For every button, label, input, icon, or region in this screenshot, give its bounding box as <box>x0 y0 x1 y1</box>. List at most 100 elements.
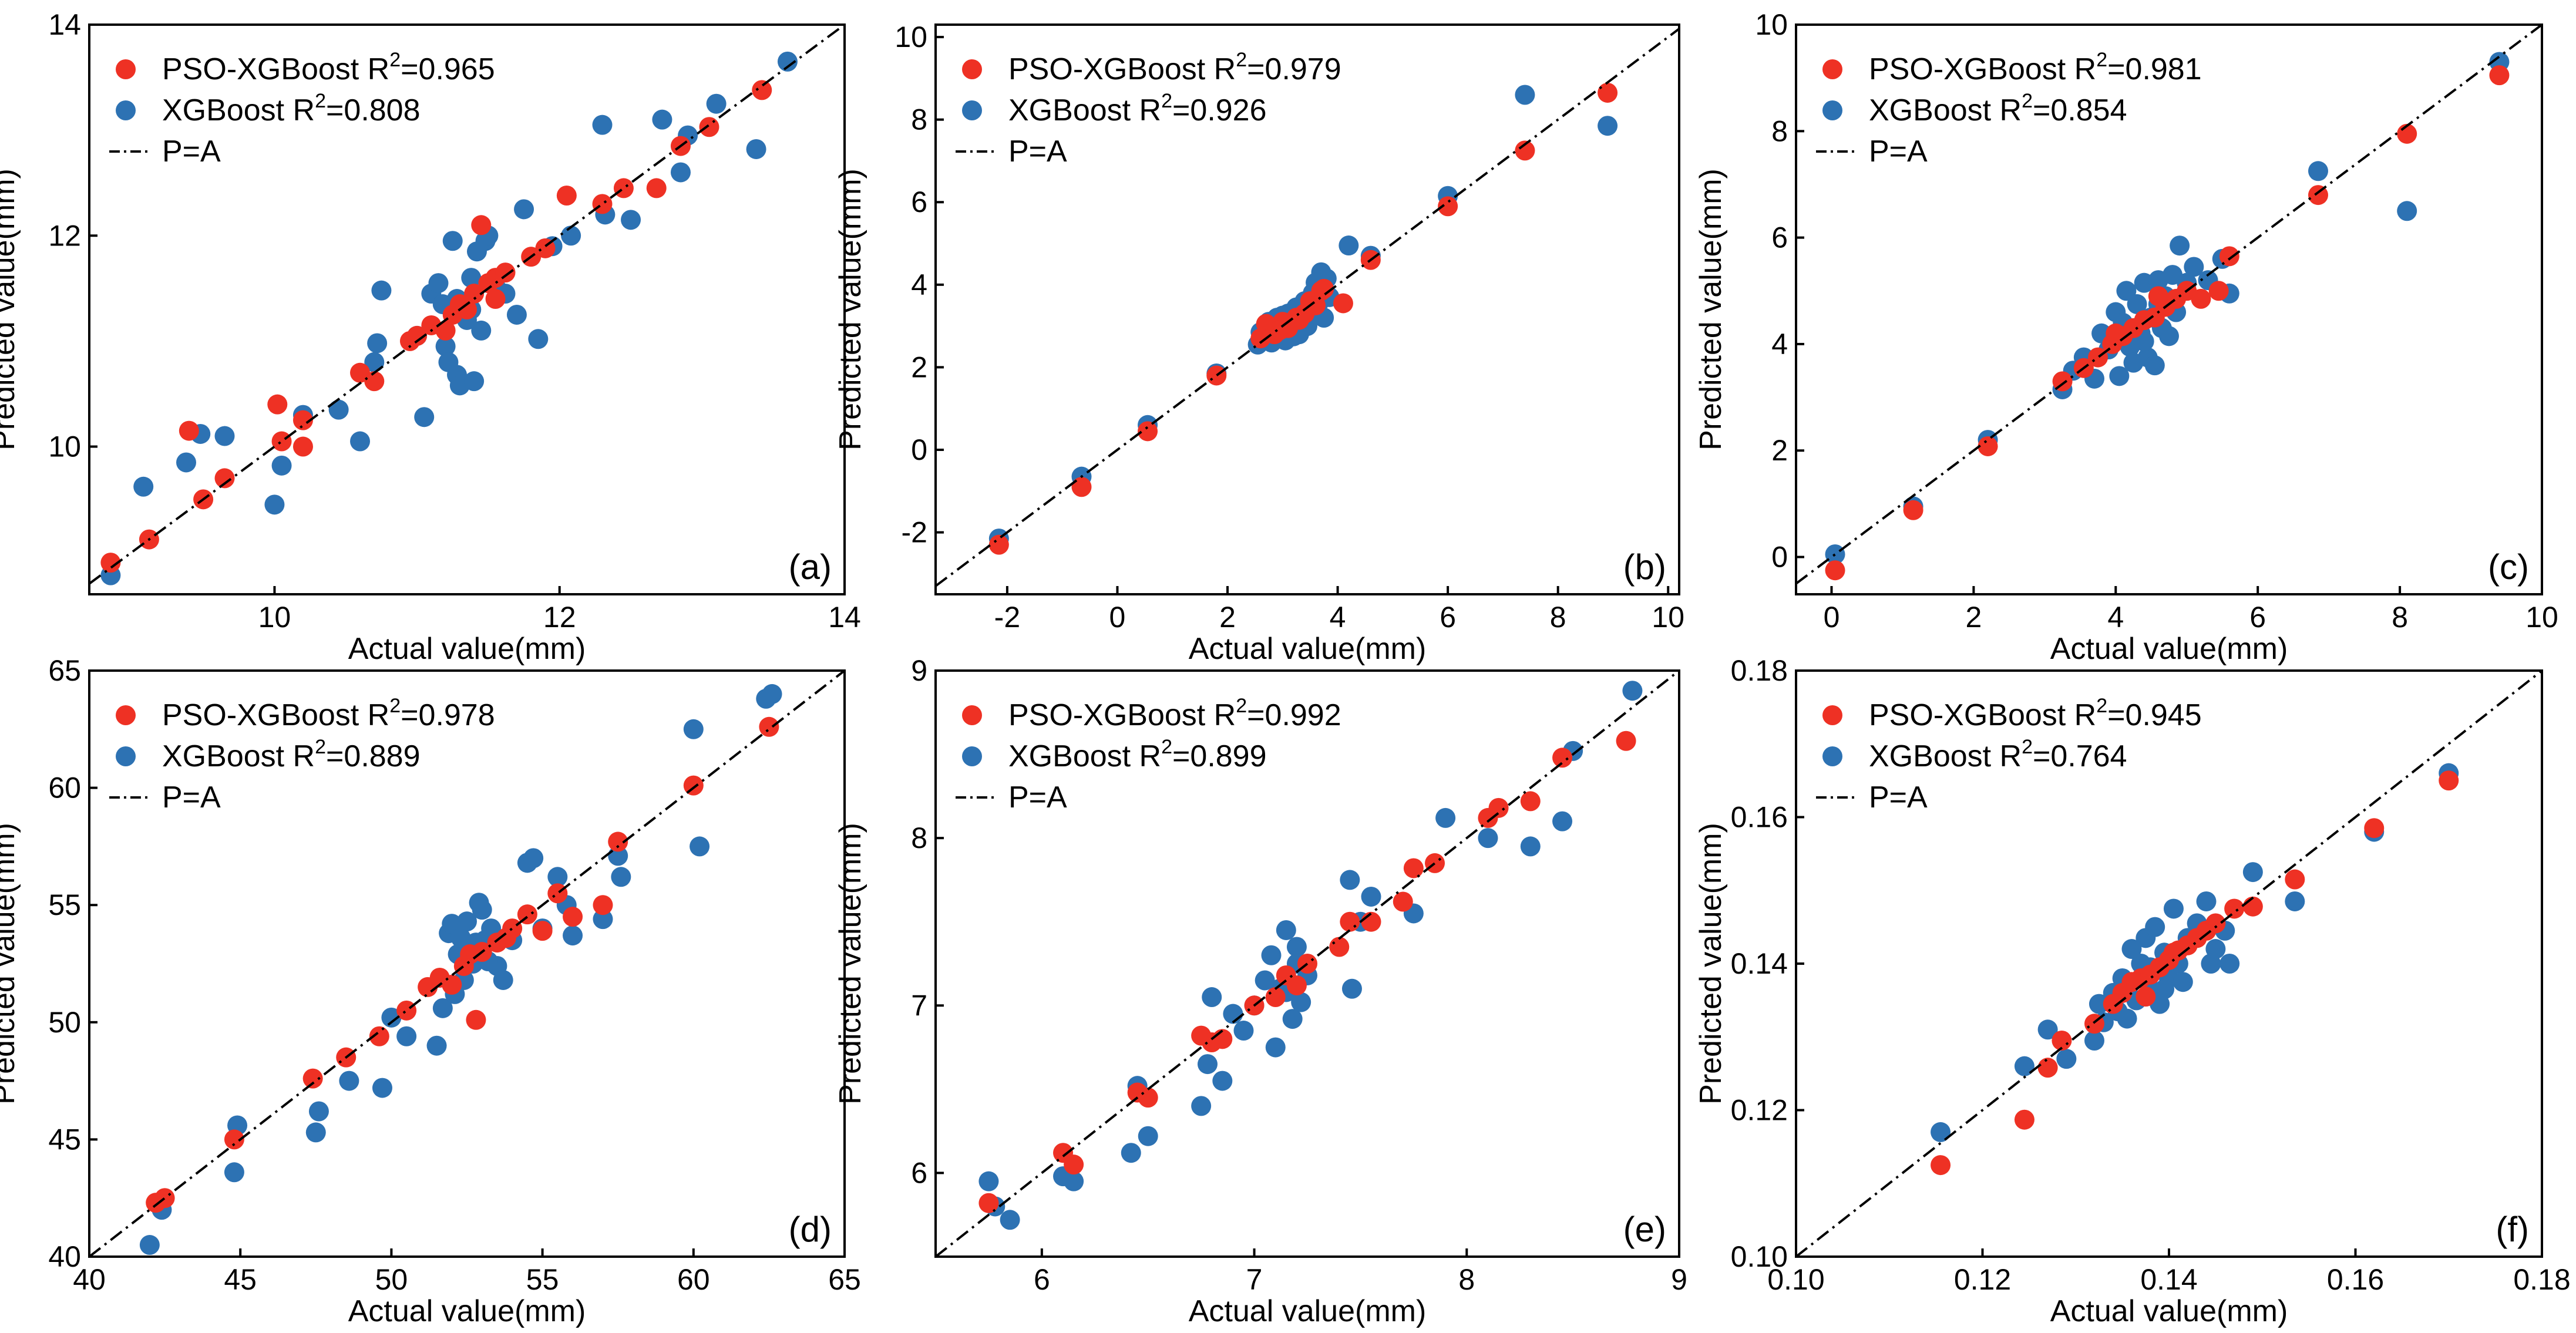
legend-line-label: P=A <box>1869 134 1928 169</box>
pso-xgboost-point <box>1286 975 1307 996</box>
x-tick-label: 6 <box>1034 1263 1050 1296</box>
xgboost-point <box>2084 1030 2104 1051</box>
pso-xgboost-point <box>563 907 583 927</box>
pso-xgboost-point <box>2205 913 2226 934</box>
chart-panel-6: 0.10 0.12 0.14 0.16 0.18 0.10 0.12 0.14 0.16 0.18… <box>1694 654 2571 1328</box>
plot-area <box>1796 25 2542 585</box>
xgboost-point <box>514 199 534 220</box>
y-tick-label: 60 <box>48 772 81 804</box>
pso-xgboost-point <box>442 974 462 995</box>
xgboost-point <box>264 494 285 515</box>
xgboost-point <box>2196 891 2217 911</box>
y-tick-label: 0.16 <box>1731 801 1788 834</box>
pso-xgboost-point <box>988 534 1009 555</box>
pso-xgboost-point <box>978 1193 999 1213</box>
legend-xgboost-marker <box>116 100 136 120</box>
pso-xgboost-point <box>1520 791 1541 812</box>
pso-xgboost-point <box>2148 286 2168 307</box>
pso-xgboost-point <box>592 194 613 214</box>
legend-line-label: P=A <box>1008 134 1067 169</box>
xgboost-point <box>2170 235 2190 256</box>
identity-line <box>89 25 845 585</box>
x-tick-label: 0.16 <box>2327 1263 2384 1296</box>
chart-panel-2: -2 0 2 4 6 8 10 -2 0 2 4 6 8 10 Actual value(mm) Predic… <box>833 21 1684 666</box>
pso-xgboost-point <box>608 832 628 852</box>
pso-xgboost-point <box>100 553 121 573</box>
pso-xgboost-point <box>267 394 288 415</box>
legend-line-label: P=A <box>162 780 221 814</box>
x-tick-label: 4 <box>2107 601 2124 634</box>
legend-line-label: P=A <box>1008 780 1067 814</box>
pso-xgboost-point <box>759 716 779 737</box>
pso-xgboost-point <box>1552 748 1573 768</box>
xgboost-point <box>1931 1122 1951 1142</box>
xgboost-point <box>442 231 463 251</box>
pso-xgboost-point <box>2224 898 2245 919</box>
y-axis-label: Predicted value(mm) <box>0 823 21 1105</box>
xgboost-point <box>1622 681 1643 701</box>
xgboost-point <box>1191 1096 1212 1116</box>
chart-panel-3: 0 2 4 6 8 10 0 2 4 6 8 10 Actual value(mm) Predicted … <box>1694 8 2558 666</box>
y-tick-label: 50 <box>48 1006 81 1039</box>
xgboost-point <box>608 846 628 866</box>
xgboost-point <box>432 998 453 1018</box>
y-tick-label: 10 <box>1755 8 1788 41</box>
xgboost-point <box>706 93 727 114</box>
pso-xgboost-point <box>496 928 516 948</box>
axes-frame <box>88 669 846 1258</box>
pso-xgboost-point <box>1138 421 1158 442</box>
panel-label: (b) <box>1623 547 1666 587</box>
pso-xgboost-point <box>214 468 235 489</box>
xgboost-point <box>396 1026 417 1046</box>
xgboost-point <box>2144 355 2165 376</box>
xgboost-point <box>1212 1071 1233 1091</box>
xgboost-point <box>328 399 349 420</box>
pso-xgboost-point <box>2136 987 2156 1007</box>
xgboost-point <box>2154 979 2175 999</box>
xgboost-point <box>690 836 710 857</box>
x-axis-label: Actual value(mm) <box>1189 632 1427 666</box>
pso-xgboost-point <box>154 1188 175 1209</box>
xgboost-point <box>381 1007 402 1028</box>
plot-area <box>89 25 845 585</box>
pso-xgboost-point <box>613 178 634 198</box>
xgboost-point <box>652 109 672 130</box>
xgboost-point <box>1435 807 1456 828</box>
pso-xgboost-point <box>1071 477 1092 497</box>
y-axis-label: Predicted value(mm) <box>833 823 867 1105</box>
panel-label: (d) <box>789 1210 832 1249</box>
xgboost-point <box>1138 1126 1158 1146</box>
xgboost-point <box>762 684 782 704</box>
pso-xgboost-point <box>1064 1154 1084 1175</box>
xgboost-point <box>1255 970 1275 991</box>
x-tick-label: 45 <box>224 1263 257 1296</box>
xgboost-point <box>305 1122 326 1143</box>
x-tick-label: 0.10 <box>1767 1263 1824 1296</box>
axes-frame <box>934 23 1680 595</box>
x-tick-label: 60 <box>677 1263 710 1296</box>
xgboost-point <box>1598 116 1618 136</box>
y-tick-label: 0.12 <box>1731 1094 1788 1127</box>
pso-xgboost-point <box>292 410 313 430</box>
pso-xgboost-point <box>457 299 477 319</box>
xgboost-point <box>528 329 549 349</box>
xgboost-point <box>1291 992 1311 1012</box>
pso-xgboost-point <box>224 1129 244 1150</box>
legend-xgboost-label: XGBoost R2=0.899 <box>1008 736 1267 773</box>
pso-xgboost-point <box>399 331 420 351</box>
x-tick-label: 6 <box>2249 601 2266 634</box>
xgboost-point <box>1276 920 1296 940</box>
pso-xgboost-point <box>1289 309 1309 330</box>
xgboost-point <box>746 139 766 159</box>
pso-xgboost-point <box>1438 196 1458 217</box>
legend-pso-marker <box>962 59 982 79</box>
legend-pso-marker <box>1822 705 1842 725</box>
y-tick-label: 8 <box>911 103 927 136</box>
xgboost-point <box>493 970 513 990</box>
chart-panel-1: 10 12 14 10 12 14 Actual value(mm) Predicted va… <box>0 8 861 666</box>
pso-xgboost-point <box>752 80 772 100</box>
xgboost-point <box>1361 886 1381 907</box>
pso-xgboost-point <box>593 895 613 915</box>
legend: PSO-XGBoost R2=0.992 XGBoost R2=0.899 P=A <box>956 695 1341 814</box>
x-tick-label: 0.12 <box>1954 1263 2011 1296</box>
